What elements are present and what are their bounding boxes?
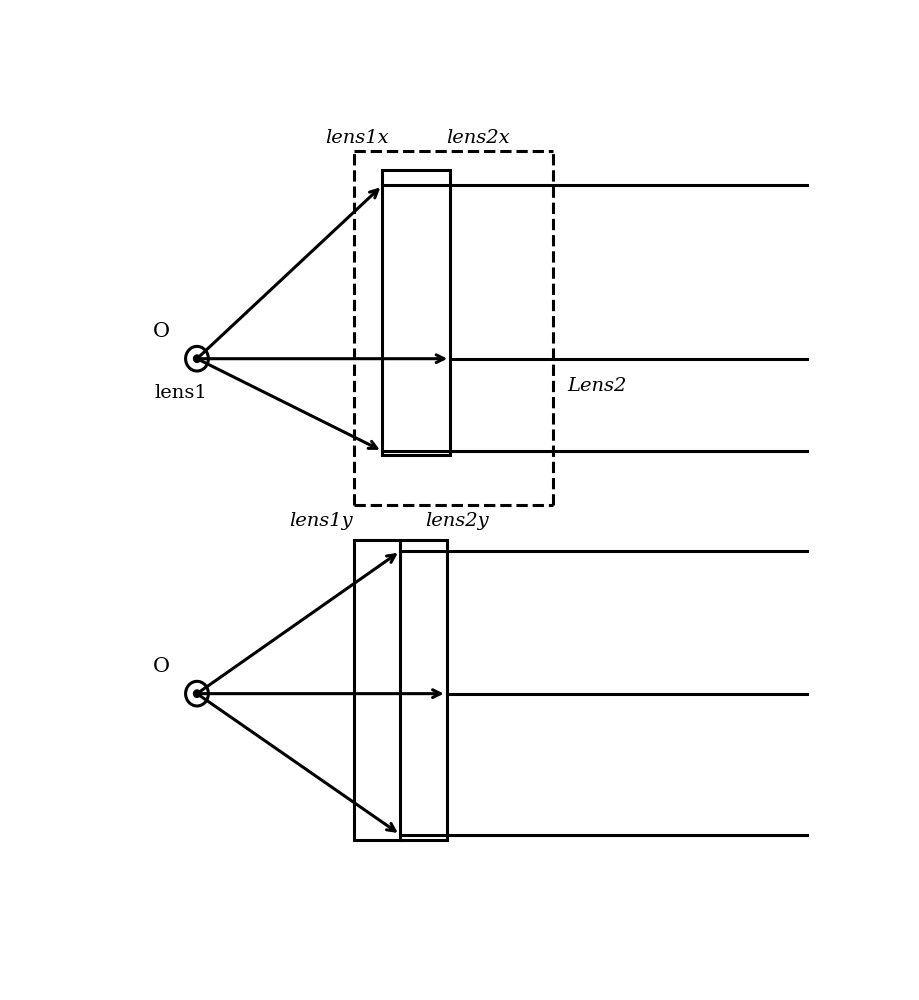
Bar <box>354 540 446 840</box>
Text: lens2y: lens2y <box>425 512 488 530</box>
Text: O: O <box>153 322 170 341</box>
Text: O: O <box>153 657 170 676</box>
Text: Lens2: Lens2 <box>567 377 627 395</box>
Text: lens1y: lens1y <box>289 512 353 530</box>
Bar <box>382 170 449 455</box>
Text: lens1: lens1 <box>154 384 207 402</box>
Text: lens1x: lens1x <box>325 129 389 147</box>
Circle shape <box>193 690 200 697</box>
Circle shape <box>193 355 200 362</box>
Text: lens2x: lens2x <box>446 129 510 147</box>
